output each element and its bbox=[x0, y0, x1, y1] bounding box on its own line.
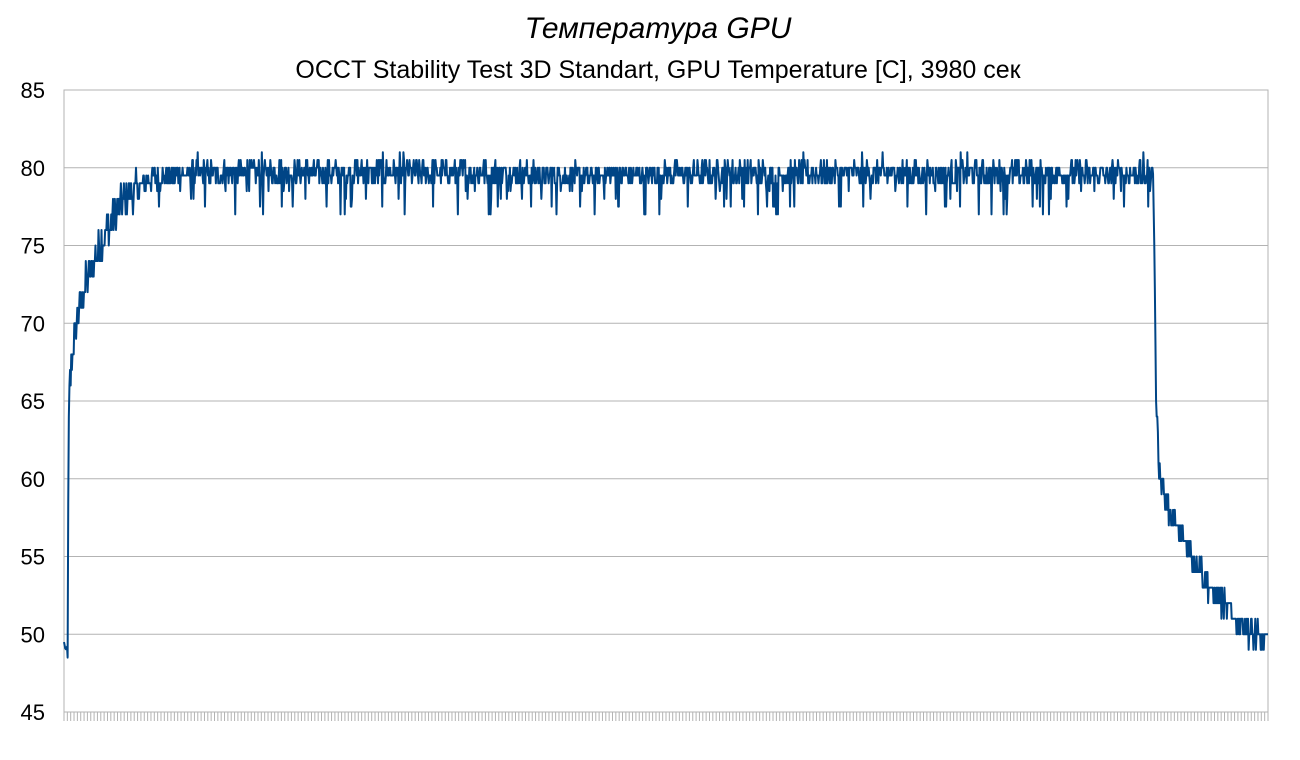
plot-frame bbox=[63, 89, 1269, 713]
x-tick-marks bbox=[63, 712, 1269, 721]
chart-title: Температура GPU bbox=[524, 12, 792, 45]
chart-subtitle: OCCT Stability Test 3D Standart, GPU Tem… bbox=[295, 56, 1021, 84]
y-tick-label: 45 bbox=[21, 700, 45, 725]
y-tick-label: 65 bbox=[21, 389, 45, 414]
plot-area-border bbox=[63, 89, 1269, 713]
series-gpu-temperature bbox=[63, 151, 1269, 659]
y-tick-label: 55 bbox=[21, 545, 45, 570]
y-tick-label: 70 bbox=[21, 311, 45, 336]
y-tick-label: 85 bbox=[21, 78, 45, 103]
y-tick-label: 80 bbox=[21, 156, 45, 181]
series-line bbox=[63, 151, 1269, 659]
x-axis-ticks bbox=[63, 712, 1269, 721]
y-tick-label: 50 bbox=[21, 622, 45, 647]
y-axis-ticks: 45 50 55 60 65 70 75 80 85 bbox=[21, 78, 45, 725]
y-tick-label: 60 bbox=[21, 467, 45, 492]
y-tick-label: 75 bbox=[21, 234, 45, 259]
